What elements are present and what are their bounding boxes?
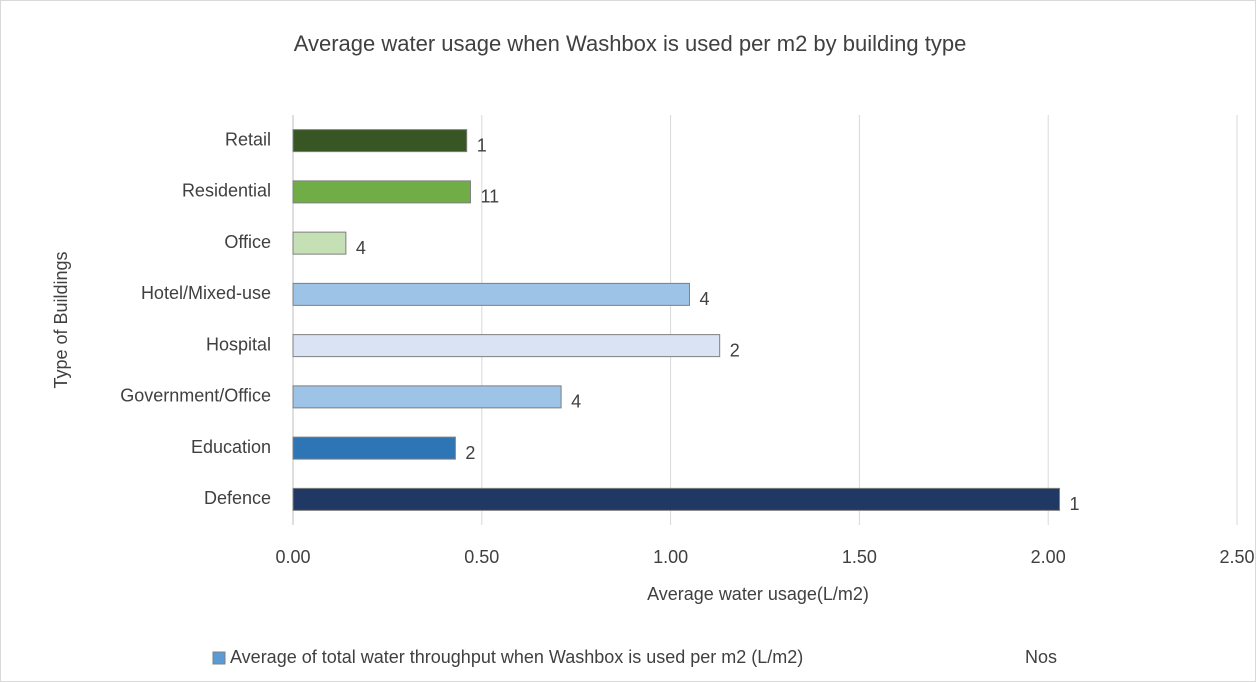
y-tick-label: Retail bbox=[225, 129, 271, 149]
legend-label: Nos bbox=[1025, 647, 1057, 667]
bar bbox=[292, 334, 721, 358]
bar bbox=[292, 385, 562, 409]
bar bbox=[292, 129, 468, 153]
data-label: 4 bbox=[356, 238, 366, 258]
legend-label: Average of total water throughput when W… bbox=[230, 647, 803, 667]
bar bbox=[292, 231, 347, 255]
bar bbox=[292, 487, 1061, 511]
x-tick-label: 0.50 bbox=[464, 547, 499, 567]
x-tick-label: 2.00 bbox=[1031, 547, 1066, 567]
data-label: 4 bbox=[571, 392, 581, 412]
y-tick-label: Defence bbox=[204, 488, 271, 508]
y-tick-label: Hospital bbox=[206, 334, 271, 354]
data-label: 4 bbox=[699, 289, 709, 309]
y-axis-label: Type of Buildings bbox=[51, 251, 71, 388]
data-label: 1 bbox=[477, 135, 487, 155]
bar bbox=[292, 180, 471, 204]
x-tick-label: 0.00 bbox=[275, 547, 310, 567]
data-label: 2 bbox=[730, 340, 740, 360]
y-tick-label: Hotel/Mixed-use bbox=[141, 283, 271, 303]
y-tick-label: Office bbox=[224, 232, 271, 252]
data-label: 2 bbox=[465, 443, 475, 463]
data-label: 1 bbox=[1070, 494, 1080, 514]
data-label: 11 bbox=[480, 187, 499, 207]
x-tick-label: 1.50 bbox=[842, 547, 877, 567]
x-axis-label: Average water usage(L/m2) bbox=[647, 584, 869, 604]
x-tick-label: 1.00 bbox=[653, 547, 688, 567]
bar bbox=[292, 282, 690, 306]
x-tick-label: 2.50 bbox=[1219, 547, 1254, 567]
y-tick-label: Residential bbox=[182, 181, 271, 201]
legend-swatch bbox=[212, 651, 226, 665]
bar bbox=[292, 436, 456, 460]
chart-title: Average water usage when Washbox is used… bbox=[294, 31, 967, 56]
y-tick-label: Education bbox=[191, 437, 271, 457]
y-tick-label: Government/Office bbox=[120, 386, 271, 406]
